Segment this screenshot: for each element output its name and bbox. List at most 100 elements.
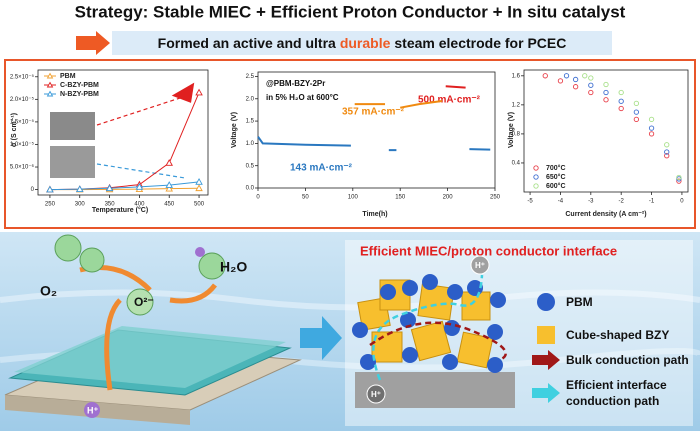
legend-label: 700°C (546, 164, 566, 172)
x-tick-label: -1 (649, 199, 655, 205)
o2-sphere (54, 234, 82, 262)
data-point (648, 116, 655, 123)
y-tick-label: 1.0×10⁻⁵ (10, 141, 35, 148)
data-point (618, 89, 624, 96)
y-tick-label: 0.4 (512, 161, 521, 167)
annotation: in 5% H₂O at 600°C (266, 93, 339, 102)
data-point (588, 75, 594, 81)
x-tick-label: -2 (619, 199, 625, 205)
data-point (603, 81, 609, 88)
annotation: @PBM-BZY-2Pr (266, 79, 325, 88)
data-point (75, 185, 84, 192)
data-point (542, 73, 548, 79)
data-point (588, 82, 594, 88)
data-point (195, 184, 203, 192)
legend-marker (533, 165, 539, 171)
legend-label: C-BZY-PBM (60, 82, 99, 89)
x-tick-label: 500 (194, 202, 205, 208)
interface-path (372, 274, 484, 381)
x-axis-label: Temperature (°C) (92, 206, 148, 214)
x-tick-label: 0 (680, 199, 684, 205)
data-point (46, 185, 54, 193)
data-point (618, 105, 624, 112)
data-point (633, 100, 640, 107)
x-tick-label: 400 (134, 202, 145, 208)
proton-sphere (366, 384, 386, 404)
y-axis-label: σ (S cm⁻¹) (11, 113, 18, 147)
label: H⁺ (87, 405, 98, 415)
legend-label: conduction path (566, 394, 659, 408)
y-tick-label: 2.0 (246, 96, 255, 102)
flow-arrow (104, 298, 122, 391)
y-axis-label: Voltage (V) (508, 112, 515, 148)
chart-frame (4, 59, 696, 229)
bulk-path (369, 321, 507, 362)
data-point (648, 125, 655, 131)
y-tick-label: 2.0×10⁻⁵ (10, 96, 35, 103)
legend-label: 600°C (546, 182, 566, 190)
y-tick-label: 0.0 (246, 186, 255, 192)
legend-label: Bulk conduction path (566, 353, 689, 367)
legend-label: PBM (60, 73, 76, 80)
legend-marker (533, 174, 539, 180)
label: O₂ (40, 283, 57, 299)
plot-frame (37, 69, 209, 196)
data-point (603, 97, 609, 103)
y-tick-label: 1.6 (512, 73, 521, 79)
label: H₂O (220, 259, 247, 275)
x-tick-label: -4 (558, 199, 564, 205)
annotation: 143 mA·cm⁻² (290, 163, 353, 174)
legend-marker (533, 183, 539, 189)
oxide-sphere (126, 288, 154, 316)
y-tick-label: 0 (31, 187, 35, 193)
legend-label: N-BZY-PBM (60, 91, 99, 98)
data-line (445, 85, 466, 89)
data-point (105, 184, 114, 192)
sem-image (50, 112, 95, 140)
x-tick-label: 100 (348, 195, 359, 201)
interface-title: Efficient MIEC/proton conductor interfac… (360, 243, 617, 258)
legend-marker (46, 81, 54, 88)
annotation: 500 mA·cm⁻² (418, 95, 481, 106)
data-point (572, 84, 579, 90)
legend-marker (46, 90, 54, 97)
trend-arrow (96, 163, 186, 179)
x-tick-label: 150 (395, 195, 406, 201)
legend-label: PBM (566, 295, 593, 309)
label: H⁺ (371, 390, 381, 399)
proton-sphere (84, 402, 100, 418)
plot-frame (257, 71, 496, 189)
y-axis-label: Voltage (V) (231, 112, 238, 148)
x-tick-label: 50 (302, 195, 309, 201)
y-tick-label: 2.5 (246, 74, 255, 80)
legend-marker (532, 383, 560, 403)
data-point (618, 98, 624, 104)
arrow (76, 31, 110, 55)
wave (0, 289, 700, 311)
y-tick-label: 0.5 (246, 163, 255, 169)
data-point (195, 88, 203, 96)
legend-label: Efficient interface (566, 378, 667, 392)
x-axis-label: Time(h) (362, 211, 387, 218)
data-point (633, 109, 640, 115)
data-line (49, 181, 200, 191)
y-tick-label: 2.5×10⁻⁵ (10, 73, 35, 80)
data-point (648, 131, 655, 137)
x-tick-label: 300 (75, 202, 86, 208)
y-tick-label: 1.0 (246, 141, 255, 147)
data-point (664, 153, 670, 159)
data-point (676, 178, 682, 184)
legend-label: 650°C (546, 173, 566, 181)
data-line (257, 136, 491, 152)
h-sphere (195, 247, 205, 257)
data-point (195, 177, 203, 185)
label: H⁺ (475, 261, 485, 270)
y-tick-label: 1.2 (512, 102, 521, 108)
data-point (557, 78, 564, 84)
x-tick-label: -3 (588, 199, 594, 205)
x-tick-label: 200 (443, 195, 454, 201)
x-tick-label: 450 (164, 202, 175, 208)
data-point (563, 73, 570, 79)
y-tick-label: 5.0×10⁻⁶ (10, 164, 35, 171)
